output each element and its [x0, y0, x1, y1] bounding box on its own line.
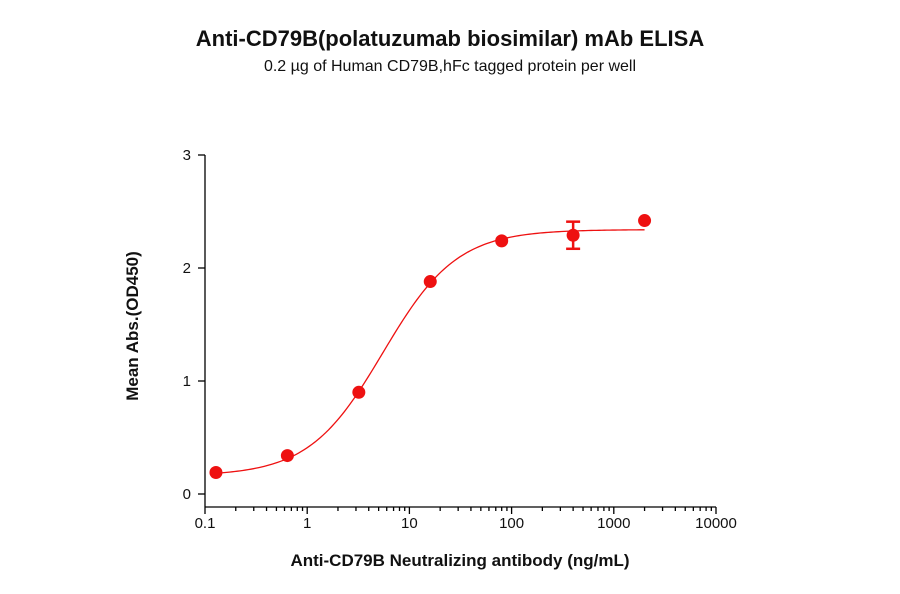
x-tick-label: 1000	[597, 515, 630, 532]
y-tick-label: 1	[183, 373, 191, 390]
y-axis-title: Mean Abs.(OD450)	[123, 251, 142, 401]
y-tick-label: 2	[183, 260, 191, 277]
data-point	[423, 275, 437, 289]
y-tick-label: 0	[183, 486, 191, 503]
x-tick-label: 10000	[695, 515, 737, 532]
y-tick-label: 3	[183, 147, 191, 164]
data-point	[566, 228, 580, 242]
data-point	[280, 449, 294, 463]
x-axis-title: Anti-CD79B Neutralizing antibody (ng/mL)	[290, 551, 629, 570]
x-tick-label: 100	[499, 515, 524, 532]
fit-curve-group	[215, 229, 645, 474]
data-point	[352, 385, 366, 399]
ticks: 0 1 2 3 0.1 1 10 100 1000 10000	[183, 147, 737, 532]
x-tick-label: 0.1	[195, 515, 216, 532]
data-points	[209, 214, 652, 480]
axes	[204, 155, 716, 508]
data-point	[638, 214, 652, 228]
data-point	[209, 466, 223, 480]
x-tick-label: 1	[303, 515, 311, 532]
data-point	[495, 234, 509, 248]
x-tick-label: 10	[401, 515, 418, 532]
fit-curve	[215, 229, 645, 474]
chart-subtitle: 0.2 µg of Human CD79B,hFc tagged protein…	[263, 58, 637, 75]
chart-title: Anti-CD79B(polatuzumab biosimilar) mAb E…	[195, 26, 705, 51]
